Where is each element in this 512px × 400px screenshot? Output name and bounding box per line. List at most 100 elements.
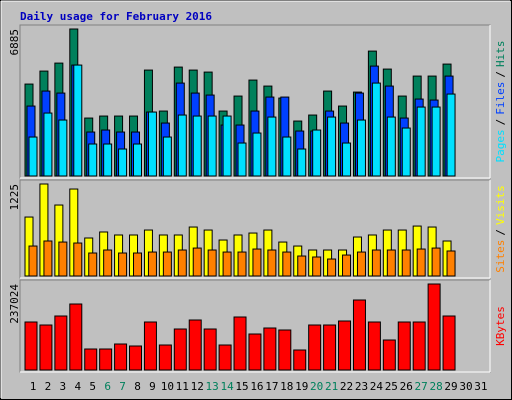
bar bbox=[431, 247, 441, 277]
bar bbox=[356, 119, 366, 177]
bar bbox=[114, 343, 128, 371]
bar bbox=[118, 148, 128, 177]
bar bbox=[267, 249, 277, 277]
x-tick-label: 31 bbox=[474, 380, 487, 393]
bar bbox=[323, 324, 337, 371]
bar bbox=[222, 251, 232, 277]
bar bbox=[342, 254, 352, 277]
x-tick-label: 12 bbox=[191, 380, 204, 393]
bar bbox=[312, 256, 322, 277]
legend-entry: Hits bbox=[494, 41, 507, 68]
x-tick-label: 11 bbox=[176, 380, 189, 393]
bar bbox=[147, 251, 157, 277]
bar bbox=[416, 248, 426, 277]
x-tick-label: 2 bbox=[45, 380, 52, 393]
bar bbox=[188, 319, 202, 371]
bar bbox=[431, 106, 441, 177]
bar bbox=[73, 64, 83, 177]
bar bbox=[43, 240, 53, 277]
bar bbox=[207, 115, 217, 177]
bar bbox=[233, 316, 247, 371]
bar bbox=[88, 252, 98, 277]
bar bbox=[252, 132, 262, 177]
bar bbox=[28, 136, 38, 177]
bar bbox=[278, 329, 292, 371]
bar bbox=[133, 143, 143, 177]
x-tick-label: 17 bbox=[265, 380, 278, 393]
bar bbox=[237, 142, 247, 177]
x-tick-label: 20 bbox=[310, 380, 323, 393]
bar bbox=[103, 249, 113, 277]
bar bbox=[293, 349, 307, 371]
bar bbox=[58, 119, 68, 177]
bar bbox=[416, 106, 426, 177]
bar bbox=[192, 247, 202, 277]
bar bbox=[162, 251, 172, 277]
bar bbox=[327, 258, 337, 277]
legend-entry: Visits bbox=[494, 185, 507, 225]
x-tick-label: 5 bbox=[89, 380, 96, 393]
bar bbox=[282, 251, 292, 277]
x-tick-label: 24 bbox=[370, 380, 384, 393]
legend-separator: / bbox=[494, 119, 507, 126]
bar bbox=[382, 339, 396, 371]
bar bbox=[267, 116, 277, 177]
bar bbox=[24, 321, 38, 371]
legend-entry: KBytes bbox=[494, 306, 507, 346]
legend-separator: / bbox=[494, 71, 507, 78]
bar bbox=[327, 116, 337, 177]
bar bbox=[446, 93, 456, 177]
bar bbox=[356, 251, 366, 277]
legend-entry: Pages bbox=[494, 129, 507, 162]
bar bbox=[88, 143, 98, 177]
x-tick-label: 23 bbox=[355, 380, 368, 393]
legend: Sites / Visits bbox=[494, 185, 507, 273]
x-tick-label: 30 bbox=[459, 380, 472, 393]
x-tick-label: 6 bbox=[104, 380, 111, 393]
bar bbox=[147, 111, 157, 177]
x-tick-label: 22 bbox=[340, 380, 353, 393]
bar bbox=[397, 321, 411, 371]
bar bbox=[367, 321, 381, 371]
legend: Pages / Files / Hits bbox=[494, 41, 507, 163]
y-tick-label: 1225 bbox=[8, 184, 21, 211]
bar bbox=[338, 320, 352, 371]
x-tick-label: 21 bbox=[325, 380, 338, 393]
bar bbox=[28, 245, 38, 277]
bar bbox=[177, 114, 187, 177]
bar bbox=[158, 344, 172, 371]
x-tick-label: 8 bbox=[134, 380, 141, 393]
bar bbox=[43, 112, 53, 177]
bar bbox=[84, 348, 98, 371]
bar bbox=[401, 249, 411, 277]
bar bbox=[58, 241, 68, 277]
bar bbox=[427, 283, 441, 371]
bar bbox=[263, 327, 277, 371]
bar bbox=[99, 348, 113, 371]
bar bbox=[282, 136, 292, 177]
bar bbox=[133, 252, 143, 277]
bar bbox=[103, 143, 113, 177]
x-tick-label: 1 bbox=[30, 380, 37, 393]
bar bbox=[54, 315, 68, 371]
bar bbox=[173, 328, 187, 371]
bar bbox=[297, 255, 307, 277]
bar bbox=[371, 82, 381, 177]
bar bbox=[162, 136, 172, 177]
bar bbox=[252, 248, 262, 277]
bar bbox=[73, 242, 83, 277]
bar bbox=[69, 303, 83, 371]
x-tick-label: 7 bbox=[119, 380, 126, 393]
x-tick-label: 26 bbox=[400, 380, 413, 393]
legend-entry: Files bbox=[494, 82, 507, 115]
x-tick-label: 16 bbox=[250, 380, 263, 393]
x-tick-label: 25 bbox=[385, 380, 398, 393]
legend-separator: / bbox=[494, 229, 507, 236]
x-tick-label: 3 bbox=[60, 380, 67, 393]
bar bbox=[39, 324, 53, 371]
x-tick-label: 29 bbox=[444, 380, 457, 393]
x-tick-label: 10 bbox=[161, 380, 174, 393]
bar bbox=[218, 344, 232, 371]
y-tick-label: 237024 bbox=[8, 284, 21, 324]
